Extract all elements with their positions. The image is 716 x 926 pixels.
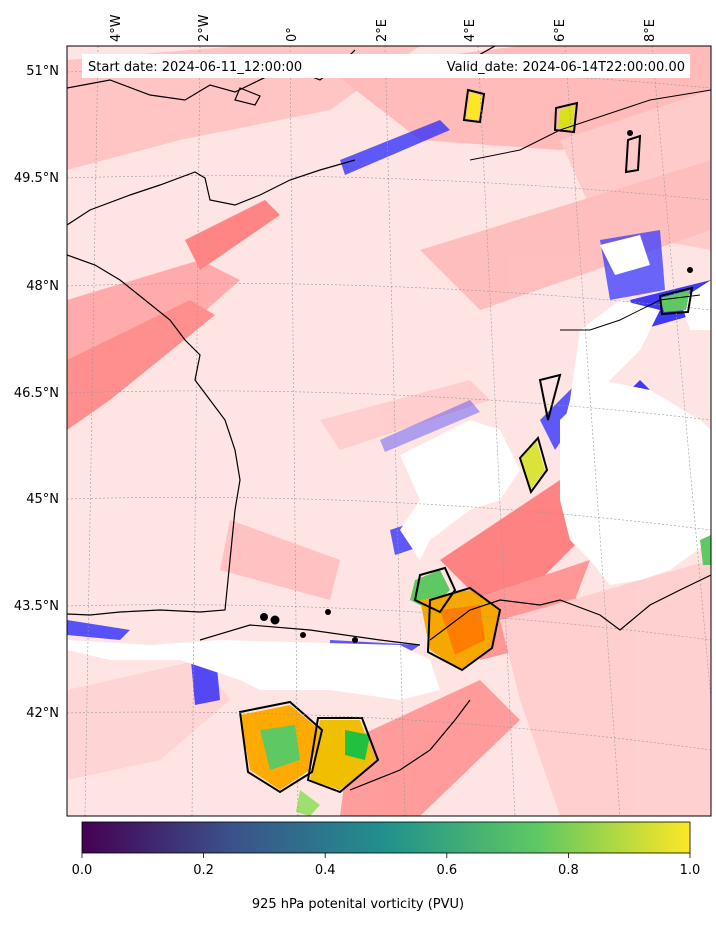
lon-label: 4°W bbox=[109, 14, 124, 42]
colorbar-tick-label: 0.2 bbox=[193, 863, 214, 878]
latitude-labels: 51°N 49.5°N 48°N 46.5°N 45°N 43.5°N 42°N bbox=[14, 64, 59, 721]
colorbar-tick-label: 0.6 bbox=[436, 863, 457, 878]
map-frame bbox=[66, 45, 712, 817]
lat-label: 49.5°N bbox=[14, 171, 59, 186]
longitude-labels: 4°W 2°W 0° 2°E 4°E 6°E 8°E bbox=[109, 14, 658, 42]
lat-label: 42°N bbox=[26, 706, 59, 721]
lat-label: 45°N bbox=[26, 492, 59, 507]
masked-terrain bbox=[67, 235, 711, 700]
colorbar-tick-label: 0.0 bbox=[72, 863, 93, 878]
lon-label: 2°W bbox=[197, 14, 212, 42]
header-box bbox=[82, 54, 690, 78]
colorbar-ticks bbox=[81, 853, 691, 858]
positive-vorticity-field bbox=[67, 46, 711, 816]
colorbar-tick-label: 0.4 bbox=[315, 863, 336, 878]
valid-date-label: Valid_date: 2024-06-14T22:00:00.00 bbox=[447, 60, 685, 75]
start-date-label: Start date: 2024-06-11_12:00:00 bbox=[88, 60, 302, 75]
lat-label: 48°N bbox=[26, 279, 59, 294]
colorbar bbox=[81, 821, 691, 854]
borders bbox=[469, 89, 711, 331]
lat-label: 51°N bbox=[26, 64, 59, 79]
lon-label: 6°E bbox=[553, 19, 568, 42]
pv-contour-dots bbox=[260, 130, 693, 643]
colorbar-tick-labels: 0.0 0.2 0.4 0.6 0.8 1.0 bbox=[72, 863, 701, 878]
lat-label: 43.5°N bbox=[14, 599, 59, 614]
lat-label: 46.5°N bbox=[14, 386, 59, 401]
colorbar-tick-label: 1.0 bbox=[680, 863, 701, 878]
colorbar-title: 925 hPa potenital vorticity (PVU) bbox=[251, 897, 465, 912]
graticule bbox=[67, 46, 711, 816]
map-panel bbox=[67, 46, 711, 816]
lon-label: 2°E bbox=[375, 19, 390, 42]
pv-contours bbox=[238, 88, 694, 794]
lon-label: 8°E bbox=[643, 19, 658, 42]
high-pv-regions bbox=[240, 92, 711, 816]
lon-label: 4°E bbox=[463, 19, 478, 42]
lon-label: 0° bbox=[285, 27, 300, 42]
colorbar-tick-label: 0.8 bbox=[558, 863, 579, 878]
